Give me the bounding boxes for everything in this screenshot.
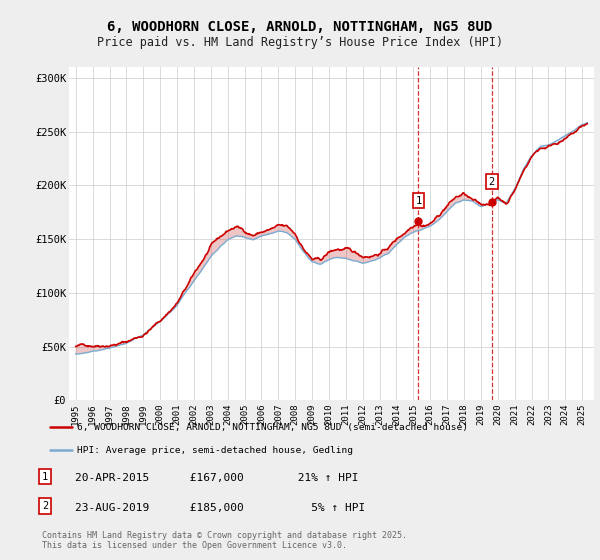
Text: HPI: Average price, semi-detached house, Gedling: HPI: Average price, semi-detached house,… [77,446,353,455]
Point [487,197,497,206]
Text: 6, WOODHORN CLOSE, ARNOLD, NOTTINGHAM, NG5 8UD (semi-detached house): 6, WOODHORN CLOSE, ARNOLD, NOTTINGHAM, N… [77,423,468,432]
Text: Contains HM Land Registry data © Crown copyright and database right 2025.
This d: Contains HM Land Registry data © Crown c… [42,531,407,550]
Text: 20-APR-2015      £167,000        21% ↑ HPI: 20-APR-2015 £167,000 21% ↑ HPI [75,473,359,483]
Point [413,216,423,225]
Text: 6, WOODHORN CLOSE, ARNOLD, NOTTINGHAM, NG5 8UD: 6, WOODHORN CLOSE, ARNOLD, NOTTINGHAM, N… [107,20,493,34]
Text: 23-AUG-2019      £185,000          5% ↑ HPI: 23-AUG-2019 £185,000 5% ↑ HPI [75,503,365,513]
Text: Price paid vs. HM Land Registry’s House Price Index (HPI): Price paid vs. HM Land Registry’s House … [97,36,503,49]
Text: 2: 2 [489,176,495,186]
Text: 2: 2 [42,501,48,511]
Text: 1: 1 [42,472,48,482]
Text: 1: 1 [415,196,422,206]
